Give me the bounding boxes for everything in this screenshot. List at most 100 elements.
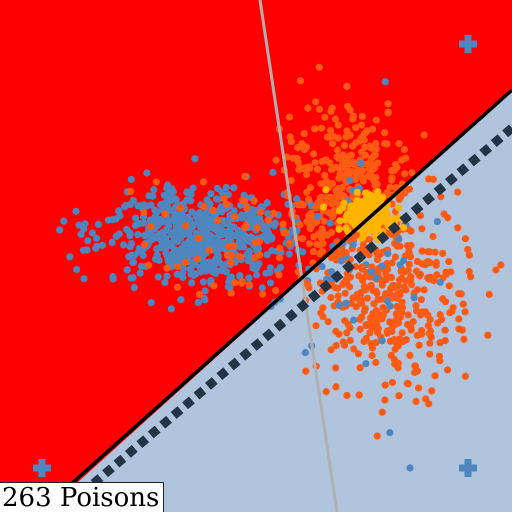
poison-point [373,225,381,233]
poison-point [374,188,382,196]
orange-point [321,171,329,180]
orange-point [313,240,321,248]
orange-point [360,136,368,144]
orange-point [369,287,377,295]
blue-point [83,246,91,254]
blue-point [109,272,117,281]
orange-point [243,204,251,212]
blue-point [237,213,245,222]
orange-point [365,235,374,243]
orange-point [195,290,204,298]
orange-point [327,126,335,134]
orange-point [214,216,222,224]
blue-point [314,212,322,220]
poison-point [336,217,344,225]
orange-point [305,240,314,248]
orange-point [366,173,374,181]
orange-point [356,246,364,255]
orange-point [349,142,357,150]
orange-point [485,290,493,298]
orange-point [444,214,452,222]
blue-point [147,217,155,225]
orange-point [484,331,492,339]
poison-point [319,203,328,211]
blue-point [328,268,336,276]
blue-point [436,278,444,286]
blue-point [128,240,136,248]
orange-point [294,158,302,166]
blue-point [199,278,207,286]
blue-point [169,250,177,258]
orange-point [163,264,171,272]
orange-point [372,339,380,347]
orange-point [460,335,468,343]
orange-point [412,397,420,405]
blue-point [151,206,159,214]
poison-point [391,215,399,223]
orange-point [321,113,329,121]
orange-point [441,326,449,334]
orange-point [352,124,360,132]
blue-point [192,213,200,221]
orange-point [304,104,312,112]
orange-point [334,284,342,292]
orange-point [241,197,249,205]
cluster-markers [33,35,477,477]
orange-point [368,324,376,332]
orange-point [426,339,434,347]
blue-point [381,78,389,86]
orange-point [343,391,351,400]
orange-point [223,200,231,208]
orange-point [335,174,343,182]
blue-point [138,202,146,210]
orange-point [418,327,426,335]
blue-point [270,222,278,230]
orange-point [342,133,350,141]
blue-point [201,296,209,304]
poison-point [374,212,382,220]
blue-point [184,240,192,248]
blue-point [131,221,140,229]
orange-point [383,329,391,337]
blue-point [222,183,230,192]
orange-point [332,327,340,335]
orange-point [255,238,263,246]
blue-point [293,195,301,203]
orange-point [454,224,462,232]
blue-point [130,284,138,292]
poison-point [335,225,343,233]
orange-point [300,130,308,138]
orange-point [141,241,149,249]
orange-point [305,195,313,203]
blue-point [210,261,218,270]
blue-point [202,267,210,275]
plus-icon [459,459,477,477]
orange-point [272,156,280,164]
blue-point [141,232,149,240]
orange-point [181,258,189,266]
orange-point [227,289,235,297]
orange-point [426,350,434,358]
blue-point [222,220,230,228]
blue-point [176,227,184,235]
orange-point [310,150,318,158]
orange-point [327,194,335,202]
orange-point [209,206,217,214]
orange-point [363,294,371,302]
blue-point [226,284,234,292]
poison-point [373,200,381,208]
blue-point [301,349,309,357]
orange-point [140,208,148,217]
orange-point [356,296,364,304]
blue-point [384,250,392,258]
blue-point [165,256,173,264]
plus-icon [33,459,51,477]
orange-point [238,278,246,286]
orange-point [398,298,406,306]
orange-point [420,286,428,294]
orange-point [424,322,432,330]
orange-point [384,109,392,117]
blue-point [94,220,102,229]
orange-point [359,276,367,285]
orange-point [381,140,389,148]
